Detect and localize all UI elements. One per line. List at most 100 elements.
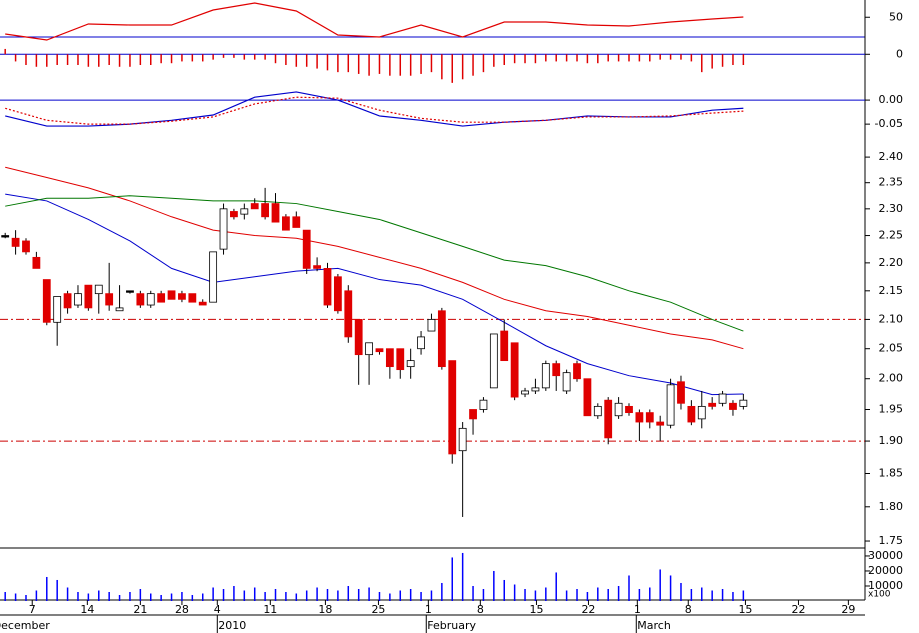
y-tick-label: 10000 [868, 579, 903, 592]
x-tick-label: 21 [133, 603, 147, 616]
candle-body [198, 301, 207, 306]
x-tick-label: 8 [685, 603, 692, 616]
candle-body [666, 384, 675, 426]
candle-body [333, 276, 342, 312]
candle-body [531, 387, 540, 392]
moving-average [5, 195, 744, 332]
candle-body [230, 211, 238, 218]
candle-body [521, 390, 529, 395]
indicator-line [5, 91, 744, 127]
candle-body [635, 412, 644, 423]
x-tick-label: 28 [175, 603, 189, 616]
candle-body [427, 319, 436, 332]
x-tick-label: 4 [214, 603, 221, 616]
candle-body [739, 399, 748, 407]
candle-body [209, 251, 218, 303]
y-tick-label: 2.05 [879, 342, 904, 355]
candle-body [22, 240, 30, 253]
candle-body [282, 216, 290, 231]
candle-body [489, 333, 498, 389]
candle-body [313, 265, 321, 269]
y-tick-label: 0.00 [879, 93, 904, 106]
moving-average [5, 166, 744, 350]
candle-body [510, 342, 519, 398]
candle-body [1, 235, 10, 238]
y-tick-label: 2.40 [879, 150, 904, 163]
candle-body [614, 402, 623, 417]
y-tick-label: 1.85 [879, 466, 904, 479]
candle-body [146, 293, 155, 306]
unit-label: x100 [868, 590, 891, 600]
y-tick-label: 50 [889, 10, 903, 23]
y-tick-label: 2.10 [879, 312, 904, 325]
candle-body [53, 296, 62, 323]
candle-body [375, 348, 384, 353]
candle-body [687, 405, 696, 423]
candle-body [63, 293, 72, 309]
candle-body [645, 412, 654, 423]
candle-body [552, 363, 561, 377]
indicator-line [5, 2, 744, 41]
candle-body [708, 402, 717, 407]
candle-body [437, 310, 446, 368]
candle-body [240, 208, 249, 215]
candle-body [115, 307, 124, 312]
candle-body [344, 290, 353, 338]
y-tick-label: 0 [896, 47, 903, 60]
candle-body [562, 372, 571, 392]
y-tick-label: -0.05 [875, 117, 903, 130]
x-tick-label: 1 [634, 603, 641, 616]
candle-body [302, 229, 311, 269]
candle-body [697, 405, 706, 420]
candle-body [583, 378, 592, 417]
candle-body [167, 290, 176, 300]
candle-body [271, 203, 280, 223]
x-tick-label: 29 [841, 603, 855, 616]
y-tick-label: 2.00 [879, 372, 904, 385]
candle-body [105, 293, 114, 306]
x-tick-label: 1 [425, 603, 432, 616]
x-tick-label: 15 [738, 603, 752, 616]
candle-body [365, 342, 373, 356]
candle-body [500, 330, 509, 362]
candle-body [417, 336, 425, 350]
candle-body [157, 293, 166, 303]
candle-body [261, 203, 270, 218]
y-tick-label: 1.80 [879, 500, 904, 513]
candle-body [11, 237, 20, 247]
candle-body [42, 279, 51, 323]
candle-body [84, 284, 93, 309]
month-label: 2010 [218, 619, 246, 632]
x-tick-label: 18 [318, 603, 332, 616]
x-tick-label: 8 [477, 603, 484, 616]
indicator-line [5, 96, 744, 125]
moving-average [5, 193, 744, 396]
candle-body [656, 421, 665, 426]
month-label: March [637, 619, 671, 632]
candle-body [625, 405, 633, 414]
candle-body [593, 405, 602, 417]
candle-body [219, 208, 228, 250]
candle-body [292, 216, 301, 228]
y-tick-label: 2.20 [879, 256, 904, 269]
candle-body [406, 360, 415, 368]
x-tick-label: 14 [80, 603, 94, 616]
candle-body [188, 293, 197, 303]
x-tick-label: 15 [529, 603, 543, 616]
x-tick-label: 22 [581, 603, 595, 616]
y-tick-label: 30000 [868, 549, 903, 562]
y-tick-label: 1.95 [879, 402, 904, 415]
y-tick-label: 2.15 [879, 284, 904, 297]
candle-body [729, 402, 737, 410]
candle-body [126, 290, 134, 293]
y-tick-label: 20000 [868, 564, 903, 577]
candle-body [74, 293, 82, 306]
candle-body [541, 363, 550, 389]
x-tick-label: 25 [371, 603, 385, 616]
candle-body [94, 284, 103, 295]
candle-body [136, 293, 145, 306]
candle-body [354, 319, 363, 356]
y-tick-label: 2.30 [879, 202, 904, 215]
